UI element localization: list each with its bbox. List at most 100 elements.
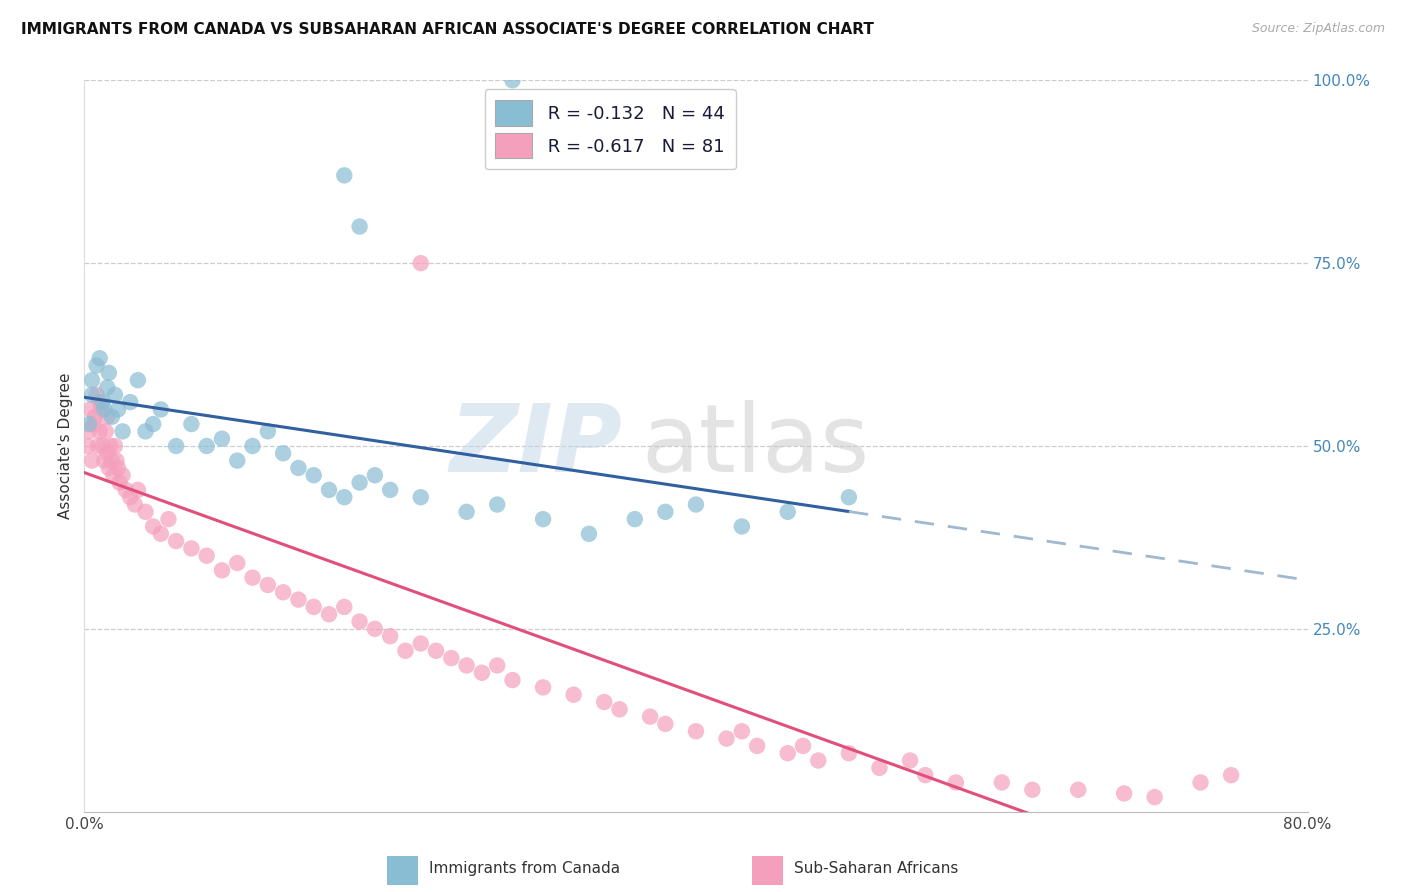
Point (869, 761, 891, 775)
Point (157, 512, 180, 526)
Point (685, 498, 707, 512)
Point (1021, 782, 1043, 797)
Point (111, 425, 134, 439)
Point (111, 468, 134, 483)
Point (776, 505, 799, 519)
Point (1143, 790, 1166, 805)
Point (107, 461, 129, 475)
Point (685, 724, 707, 739)
Point (79, 402, 101, 417)
Text: Source: ZipAtlas.com: Source: ZipAtlas.com (1251, 22, 1385, 36)
Point (91, 439, 114, 453)
Point (124, 498, 146, 512)
Point (90, 402, 112, 417)
Point (86, 359, 108, 373)
Point (349, 615, 371, 629)
Point (838, 490, 860, 504)
Point (89, 351, 111, 366)
Point (242, 439, 264, 453)
Point (271, 446, 294, 460)
Point (195, 549, 218, 563)
Point (898, 754, 921, 768)
Point (731, 519, 754, 533)
Point (195, 439, 218, 453)
Point (180, 541, 202, 556)
Point (456, 658, 478, 673)
Point (84, 409, 107, 424)
Point (1067, 782, 1090, 797)
Point (380, 629, 402, 643)
Point (108, 475, 131, 490)
Point (80, 388, 103, 402)
Point (96, 380, 118, 394)
Legend:  R = -0.132   N = 44,  R = -0.617   N = 81: R = -0.132 N = 44, R = -0.617 N = 81 (485, 89, 737, 169)
Point (165, 439, 187, 453)
Point (914, 768, 936, 782)
Point (364, 622, 387, 636)
Point (349, 219, 371, 234)
Point (93, 402, 115, 417)
Point (471, 665, 494, 680)
Point (990, 775, 1012, 789)
Text: IMMIGRANTS FROM CANADA VS SUBSAHARAN AFRICAN ASSOCIATE'S DEGREE CORRELATION CHAR: IMMIGRANTS FROM CANADA VS SUBSAHARAN AFR… (21, 22, 875, 37)
Point (394, 644, 416, 658)
Point (165, 534, 187, 549)
Point (180, 417, 202, 431)
Point (149, 526, 172, 541)
Point (501, 673, 523, 687)
Point (242, 571, 264, 585)
Point (287, 461, 309, 475)
Point (654, 717, 676, 731)
Point (638, 709, 661, 723)
Point (104, 439, 127, 453)
Point (80, 373, 103, 387)
Point (226, 453, 249, 467)
Point (562, 688, 585, 702)
Point (287, 592, 309, 607)
Point (1220, 768, 1243, 782)
Point (425, 644, 447, 658)
Point (94, 425, 117, 439)
Point (97, 366, 120, 380)
Point (211, 563, 233, 577)
Point (135, 505, 157, 519)
Point (76, 439, 98, 453)
Point (302, 468, 325, 483)
Point (89, 425, 111, 439)
Point (87, 439, 110, 453)
Point (486, 498, 509, 512)
Y-axis label: Associate's Degree: Associate's Degree (58, 373, 73, 519)
Point (97, 461, 120, 475)
Point (1114, 787, 1136, 801)
Point (333, 490, 356, 504)
Point (593, 695, 616, 709)
Point (745, 739, 768, 753)
Point (609, 702, 631, 716)
Text: Sub-Saharan Africans: Sub-Saharan Africans (794, 862, 959, 876)
Text: atlas: atlas (641, 400, 869, 492)
Point (349, 475, 371, 490)
Point (364, 468, 387, 483)
Point (120, 395, 142, 409)
Point (226, 556, 249, 570)
Point (807, 754, 830, 768)
Point (654, 505, 676, 519)
Point (624, 512, 647, 526)
Point (142, 519, 165, 533)
Point (776, 746, 799, 760)
Point (318, 483, 340, 497)
Point (578, 526, 600, 541)
Point (409, 490, 432, 504)
Point (945, 775, 967, 789)
Point (101, 453, 124, 467)
Point (257, 425, 280, 439)
Point (456, 505, 478, 519)
Point (101, 409, 124, 424)
Point (531, 681, 554, 695)
Point (486, 658, 509, 673)
Point (96, 409, 118, 424)
Point (80, 453, 103, 467)
Text: Immigrants from Canada: Immigrants from Canada (429, 862, 620, 876)
Point (91, 395, 114, 409)
Point (333, 599, 356, 614)
